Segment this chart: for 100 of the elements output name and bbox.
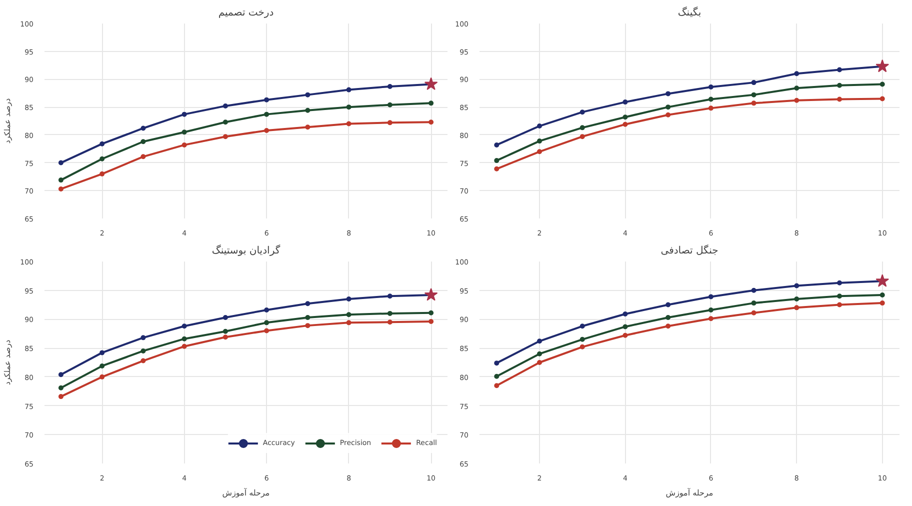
point (424, 77, 438, 90)
point (264, 320, 270, 326)
point (100, 363, 105, 368)
point (580, 344, 585, 350)
point (305, 108, 310, 113)
point (876, 59, 890, 72)
point (140, 348, 146, 354)
point (424, 288, 438, 301)
point (708, 106, 714, 111)
point (751, 288, 756, 293)
point (751, 310, 756, 316)
point (580, 134, 585, 140)
point (837, 302, 842, 308)
point (222, 328, 228, 334)
y-axis-title: درصد عملکرد (3, 339, 12, 386)
point (140, 358, 146, 364)
point (305, 92, 310, 98)
point (58, 178, 64, 183)
point (880, 292, 885, 298)
point (794, 86, 800, 91)
point (387, 102, 392, 108)
point (580, 324, 585, 329)
point (751, 100, 756, 106)
point (666, 302, 671, 308)
point (222, 120, 228, 125)
point (428, 310, 434, 316)
point (58, 186, 64, 192)
point (387, 294, 392, 299)
point (876, 274, 890, 287)
point (387, 320, 392, 325)
point (140, 335, 146, 340)
chart-title: بگینگ (678, 6, 702, 18)
point (708, 294, 714, 300)
point (880, 300, 885, 306)
point (537, 138, 542, 144)
point (622, 324, 628, 330)
point (264, 128, 270, 133)
point (346, 104, 352, 110)
point (622, 114, 628, 120)
point (537, 351, 542, 356)
point (140, 126, 146, 131)
point (666, 91, 671, 96)
point (580, 336, 585, 342)
chart-title: جنگل تصادفی (660, 244, 718, 256)
point (837, 294, 842, 299)
point (222, 314, 228, 320)
point (428, 319, 434, 324)
point (222, 134, 228, 140)
point (537, 360, 542, 365)
x-axis-title: مرحله آموزش (222, 488, 270, 498)
point (305, 124, 310, 130)
point (100, 156, 105, 162)
point (305, 301, 310, 306)
point (182, 112, 187, 117)
point (794, 296, 800, 302)
point (708, 96, 714, 102)
point (387, 310, 392, 316)
point (58, 372, 64, 378)
point (666, 112, 671, 118)
point (100, 350, 105, 356)
point (182, 130, 187, 135)
point (58, 160, 64, 166)
point (346, 87, 352, 92)
point (837, 82, 842, 88)
point (222, 334, 228, 340)
point (666, 324, 671, 329)
point (622, 122, 628, 127)
point (794, 305, 800, 310)
point (264, 112, 270, 117)
point (182, 324, 187, 329)
point (708, 307, 714, 312)
point (387, 84, 392, 89)
point (837, 280, 842, 286)
point (100, 374, 105, 380)
point (58, 385, 64, 390)
chart-title: درخت تصمیم (218, 8, 274, 18)
point (837, 67, 842, 72)
point (494, 383, 500, 388)
point (494, 374, 500, 379)
chart-title: گرادیان بوستینگ (212, 244, 280, 256)
point (837, 96, 842, 102)
point (794, 283, 800, 288)
point (537, 149, 542, 154)
point (666, 314, 671, 320)
point (880, 82, 885, 87)
point (537, 338, 542, 344)
point (751, 92, 756, 98)
point (622, 100, 628, 105)
point (428, 100, 434, 106)
point (182, 336, 187, 342)
point (537, 124, 542, 129)
point (880, 96, 885, 102)
point (494, 166, 500, 172)
point (346, 121, 352, 126)
point (580, 110, 585, 115)
point (100, 171, 105, 176)
point (794, 98, 800, 103)
point (305, 323, 310, 328)
y-axis-title: درصد عملکرد (3, 98, 12, 144)
point (622, 312, 628, 317)
